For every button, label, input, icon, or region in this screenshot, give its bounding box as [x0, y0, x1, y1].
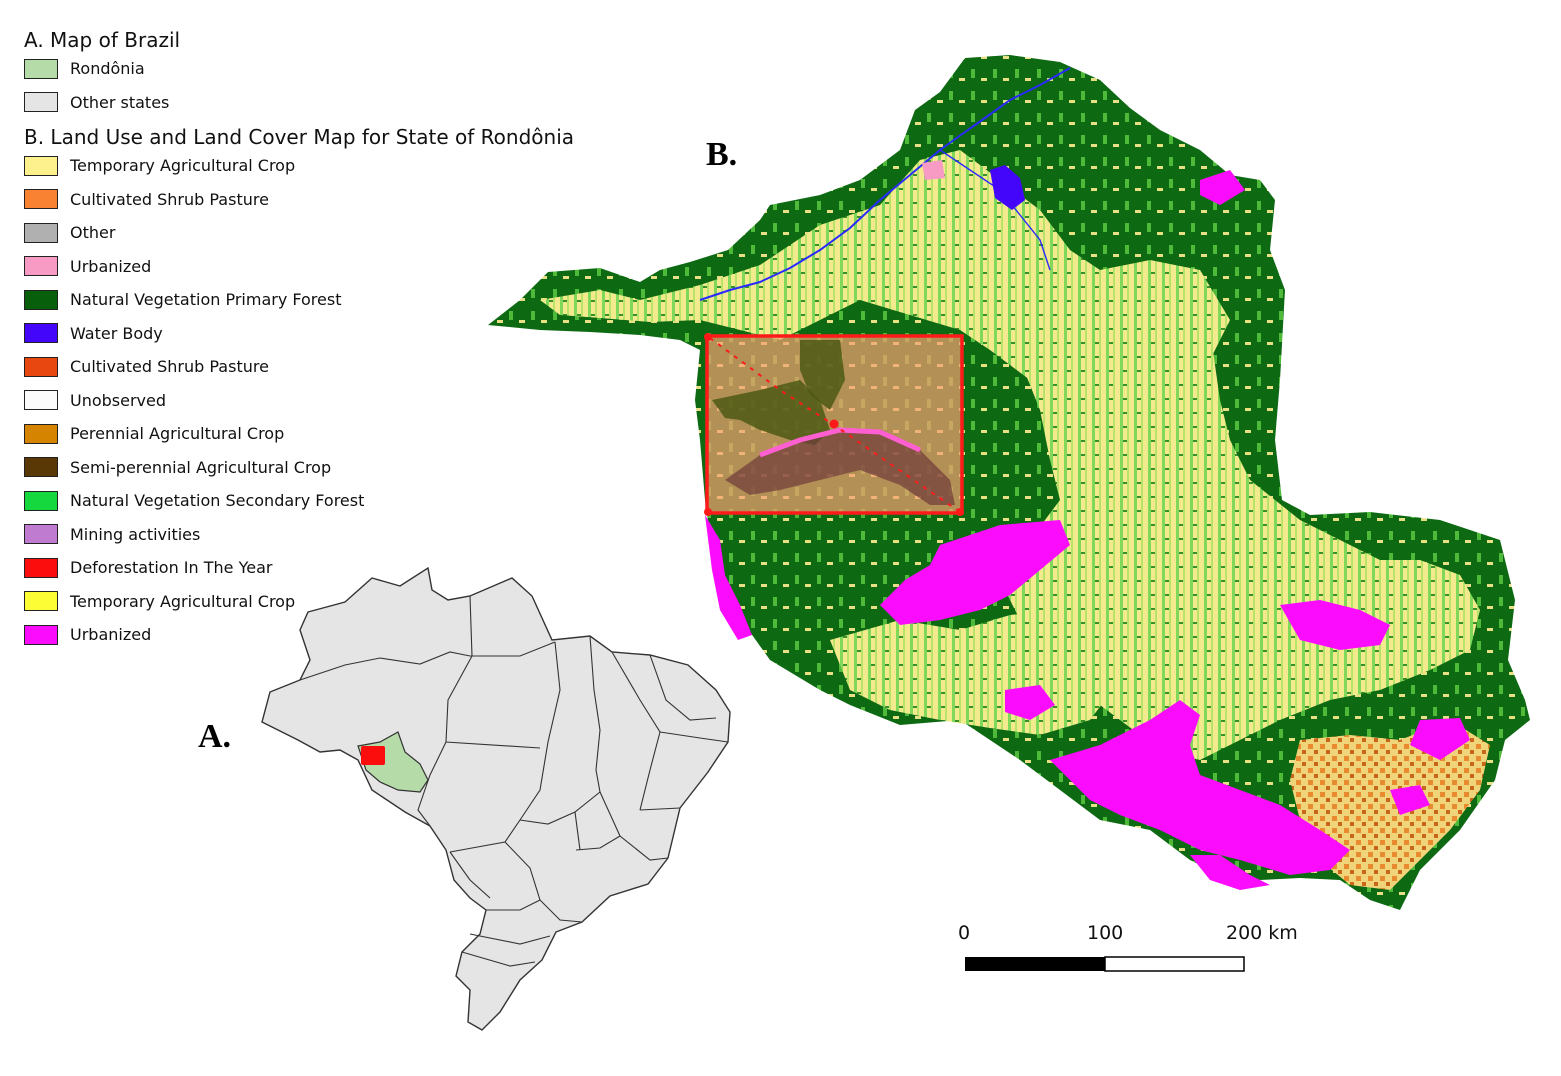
legend-label: Cultivated Shrub Pasture: [70, 189, 269, 209]
brazil-outline: [261, 566, 731, 1031]
legend-section-a: Rondônia Other states: [24, 52, 574, 119]
legend-swatch: [24, 390, 58, 411]
legend-label: Semi-perennial Agricultural Crop: [70, 457, 332, 477]
legend-label: Natural Vegetation Primary Forest: [70, 290, 342, 310]
legend-label: Temporary Agricultural Crop: [70, 591, 296, 611]
legend-swatch: [24, 289, 58, 310]
b-legend-item: Mining activities: [24, 518, 574, 552]
legend-label: Other states: [70, 92, 170, 112]
b-legend-item: Deforestation In The Year: [24, 551, 574, 585]
legend-swatch: [24, 557, 58, 578]
b-legend-item: Temporary Agricultural Crop: [24, 149, 574, 183]
b-legend-item: Cultivated Shrub Pasture: [24, 350, 574, 384]
legend-swatch: [24, 256, 58, 277]
legend-label: Rondônia: [70, 59, 145, 79]
study-area-marker: [361, 746, 385, 765]
legend-swatch: [24, 524, 58, 545]
scale-label-200km: 200 km: [1226, 922, 1298, 944]
b-legend-item: Unobserved: [24, 384, 574, 418]
scale-label-0: 0: [958, 922, 971, 944]
brazil-map: [261, 566, 731, 1031]
panel-a-label: A.: [198, 718, 232, 755]
legend-label: Water Body: [70, 323, 163, 343]
legend-swatch: [24, 356, 58, 377]
scale-bar: [965, 956, 1245, 972]
b-legend-item: Other: [24, 216, 574, 250]
legend-swatch: [24, 323, 58, 344]
legend-label: Urbanized: [70, 256, 152, 276]
legend-swatch: [24, 189, 58, 210]
study-area-highlight: [704, 333, 964, 516]
a-legend-item: Rondônia: [24, 52, 574, 86]
map-legend: A. Map of Brazil Rondônia Other states B.…: [24, 28, 574, 652]
legend-swatch: [24, 423, 58, 444]
b-legend-item: Semi-perennial Agricultural Crop: [24, 451, 574, 485]
legend-swatch: [24, 92, 58, 113]
agricultural-zone-south: [830, 610, 1120, 735]
panel-b-label: B.: [706, 136, 738, 173]
b-legend-item: Natural Vegetation Primary Forest: [24, 283, 574, 317]
rondonia-land-cover-map: [488, 55, 1530, 910]
legend-label: Natural Vegetation Secondary Forest: [70, 491, 365, 511]
water-body-reservoir: [990, 165, 1025, 210]
legend-swatch: [24, 624, 58, 645]
legend-swatch: [24, 155, 58, 176]
b-legend-item: Urbanized: [24, 250, 574, 284]
legend-label: Other: [70, 223, 116, 243]
legend-label: Temporary Agricultural Crop: [70, 156, 296, 176]
scale-label-100: 100: [1087, 922, 1124, 944]
legend-label: Urbanized: [70, 625, 152, 645]
legend-swatch: [24, 457, 58, 478]
b-legend-item: Urbanized: [24, 618, 574, 652]
b-legend-item: Water Body: [24, 317, 574, 351]
state-borders: [299, 595, 729, 967]
urbanized-patches: [705, 170, 1470, 890]
a-legend-item: Other states: [24, 86, 574, 120]
b-legend-item: Perennial Agricultural Crop: [24, 417, 574, 451]
legend-label: Perennial Agricultural Crop: [70, 424, 285, 444]
legend-swatch: [24, 222, 58, 243]
legend-section-b: Temporary Agricultural Crop Cultivated Sh…: [24, 149, 574, 652]
urban-area-porto-velho: [922, 160, 945, 180]
b-legend-item: Natural Vegetation Secondary Forest: [24, 484, 574, 518]
legend-label: Deforestation In The Year: [70, 558, 273, 578]
b-legend-item: Temporary Agricultural Crop: [24, 585, 574, 619]
legend-section-b-title: B. Land Use and Land Cover Map for State…: [24, 125, 574, 149]
legend-swatch: [24, 591, 58, 612]
legend-label: Mining activities: [70, 524, 201, 544]
legend-label: Unobserved: [70, 390, 167, 410]
b-legend-item: Cultivated Shrub Pasture: [24, 183, 574, 217]
legend-section-a-title: A. Map of Brazil: [24, 28, 181, 52]
legend-swatch: [24, 58, 58, 79]
river-madeira: [699, 67, 1071, 301]
legend-label: Cultivated Shrub Pasture: [70, 357, 269, 377]
legend-swatch: [24, 490, 58, 511]
